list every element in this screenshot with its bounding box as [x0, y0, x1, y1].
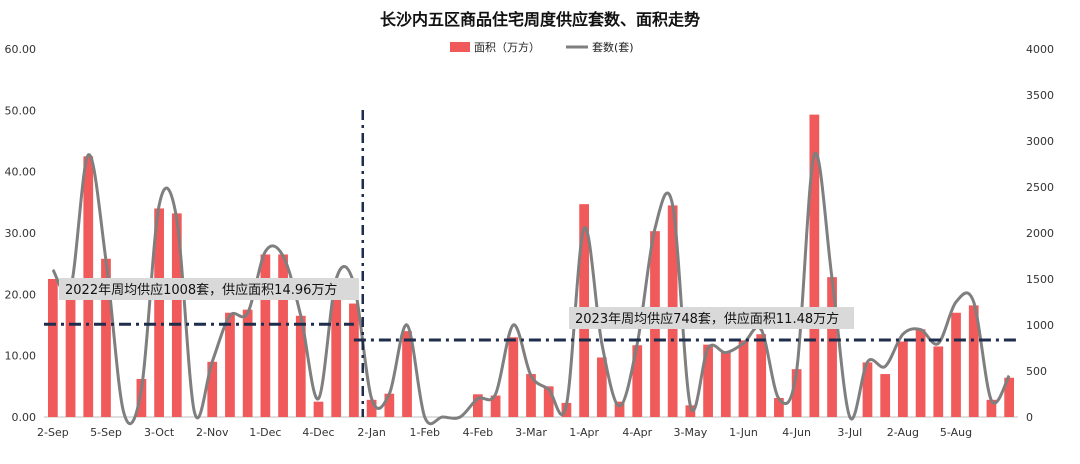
- bar: [526, 374, 536, 417]
- bar: [596, 357, 607, 417]
- bar: [543, 386, 554, 417]
- x-tick-label: 4-Dec: [302, 426, 334, 439]
- legend-label-area: 面积（万方）: [474, 40, 540, 54]
- x-tick-label: 1-Jun: [729, 426, 758, 439]
- bar: [774, 397, 784, 417]
- x-tick-label: 5-Aug: [940, 426, 972, 439]
- bar: [720, 352, 731, 417]
- y-left-tick-label: 20.00: [5, 288, 37, 301]
- bar: [915, 329, 926, 417]
- bar: [862, 362, 873, 417]
- x-tick-label: 4-Apr: [622, 426, 652, 439]
- annotation-2022-label: 2022年周均供应1008套，供应面积14.96万方: [65, 282, 337, 298]
- y-left-tick-label: 40.00: [5, 166, 37, 179]
- y-right-tick-label: 1000: [1026, 319, 1054, 332]
- x-tick-label: 3-Mar: [515, 426, 547, 439]
- y-right-tick-label: 4000: [1026, 43, 1054, 56]
- bar: [632, 345, 643, 417]
- y-left-tick-label: 30.00: [5, 227, 37, 240]
- bar: [101, 258, 111, 417]
- x-tick-label: 5-Sep: [90, 426, 122, 439]
- bar: [242, 309, 253, 417]
- bar: [968, 305, 979, 417]
- y-right-tick-label: 500: [1026, 365, 1047, 378]
- bar: [331, 288, 342, 417]
- annotation-2023: 2023年周均供应748套，供应面积11.48万方: [569, 307, 854, 329]
- y-right-tick-label: 1500: [1026, 273, 1054, 286]
- annotation-2023-label: 2023年周均供应748套，供应面积11.48万方: [575, 311, 839, 327]
- bar: [791, 369, 802, 417]
- bar: [880, 374, 891, 417]
- x-tick-label: 3-Oct: [144, 426, 175, 439]
- bar: [402, 331, 412, 417]
- y-right-tick-label: 2500: [1026, 181, 1054, 194]
- x-tick-label: 1-Apr: [569, 426, 599, 439]
- plot-area: 0.00 10.00 20.00 30.00 40.00 50.00 60.00 0 500 10…: [5, 43, 1055, 439]
- x-tick-label: 2-Sep: [37, 426, 69, 439]
- y-left-tick-label: 50.00: [5, 104, 37, 117]
- y-right-tick-label: 3000: [1026, 135, 1054, 148]
- bar: [508, 337, 519, 417]
- legend-label-count: 套数(套): [592, 41, 634, 54]
- annotation-2023-box: [569, 307, 854, 329]
- bar: [827, 277, 837, 417]
- y-left-tick-label: 10.00: [5, 350, 37, 363]
- bar: [384, 393, 395, 417]
- x-tick-label: 3-Jul: [837, 426, 862, 439]
- bar: [278, 254, 288, 417]
- bar: [225, 312, 235, 417]
- bar: [898, 341, 908, 417]
- bar: [349, 303, 359, 417]
- x-tick-label: 4-Feb: [463, 426, 493, 439]
- bar: [260, 254, 271, 417]
- bar: [756, 334, 767, 417]
- y-right-tick-label: 0: [1026, 411, 1033, 424]
- legend-swatch-area: [450, 42, 470, 52]
- bar: [207, 361, 218, 417]
- annotation-2022: 2022年周均供应1008套，供应面积14.96万方: [59, 278, 359, 300]
- bar: [295, 315, 306, 417]
- bar: [703, 344, 713, 417]
- x-tick-label: 4-Jun: [782, 426, 811, 439]
- legend: 面积（万方） 套数(套): [450, 40, 634, 54]
- bar: [685, 405, 696, 417]
- x-tick-label: 3-May: [674, 426, 708, 439]
- y-left-tick-label: 0.00: [12, 411, 37, 424]
- chart-title: 长沙内五区商品住宅周度供应套数、面积走势: [380, 10, 700, 29]
- bar: [614, 401, 625, 417]
- bar: [154, 208, 164, 417]
- bar: [951, 312, 961, 417]
- bar: [738, 340, 749, 417]
- x-tick-label: 2-Aug: [887, 426, 919, 439]
- x-tick-label: 1-Dec: [249, 426, 281, 439]
- annotation-2022-box: [59, 278, 359, 300]
- bar: [366, 399, 377, 417]
- bar: [933, 346, 944, 417]
- x-tick-label: 2-Jan: [357, 426, 386, 439]
- bar: [809, 114, 820, 418]
- bar: [65, 291, 76, 417]
- x-tick-label: 1-Feb: [410, 426, 440, 439]
- y-left-tick-label: 60.00: [5, 43, 37, 56]
- y-right-tick-label: 2000: [1026, 227, 1054, 240]
- bar: [490, 395, 501, 417]
- x-tick-label: 2-Nov: [196, 426, 229, 439]
- y-right-tick-label: 3500: [1026, 89, 1054, 102]
- bar: [473, 394, 483, 417]
- bar: [986, 399, 997, 417]
- bar: [313, 401, 324, 417]
- bar: [47, 279, 58, 417]
- bar: [1004, 377, 1015, 417]
- bar: [171, 213, 182, 417]
- bar: [136, 378, 147, 417]
